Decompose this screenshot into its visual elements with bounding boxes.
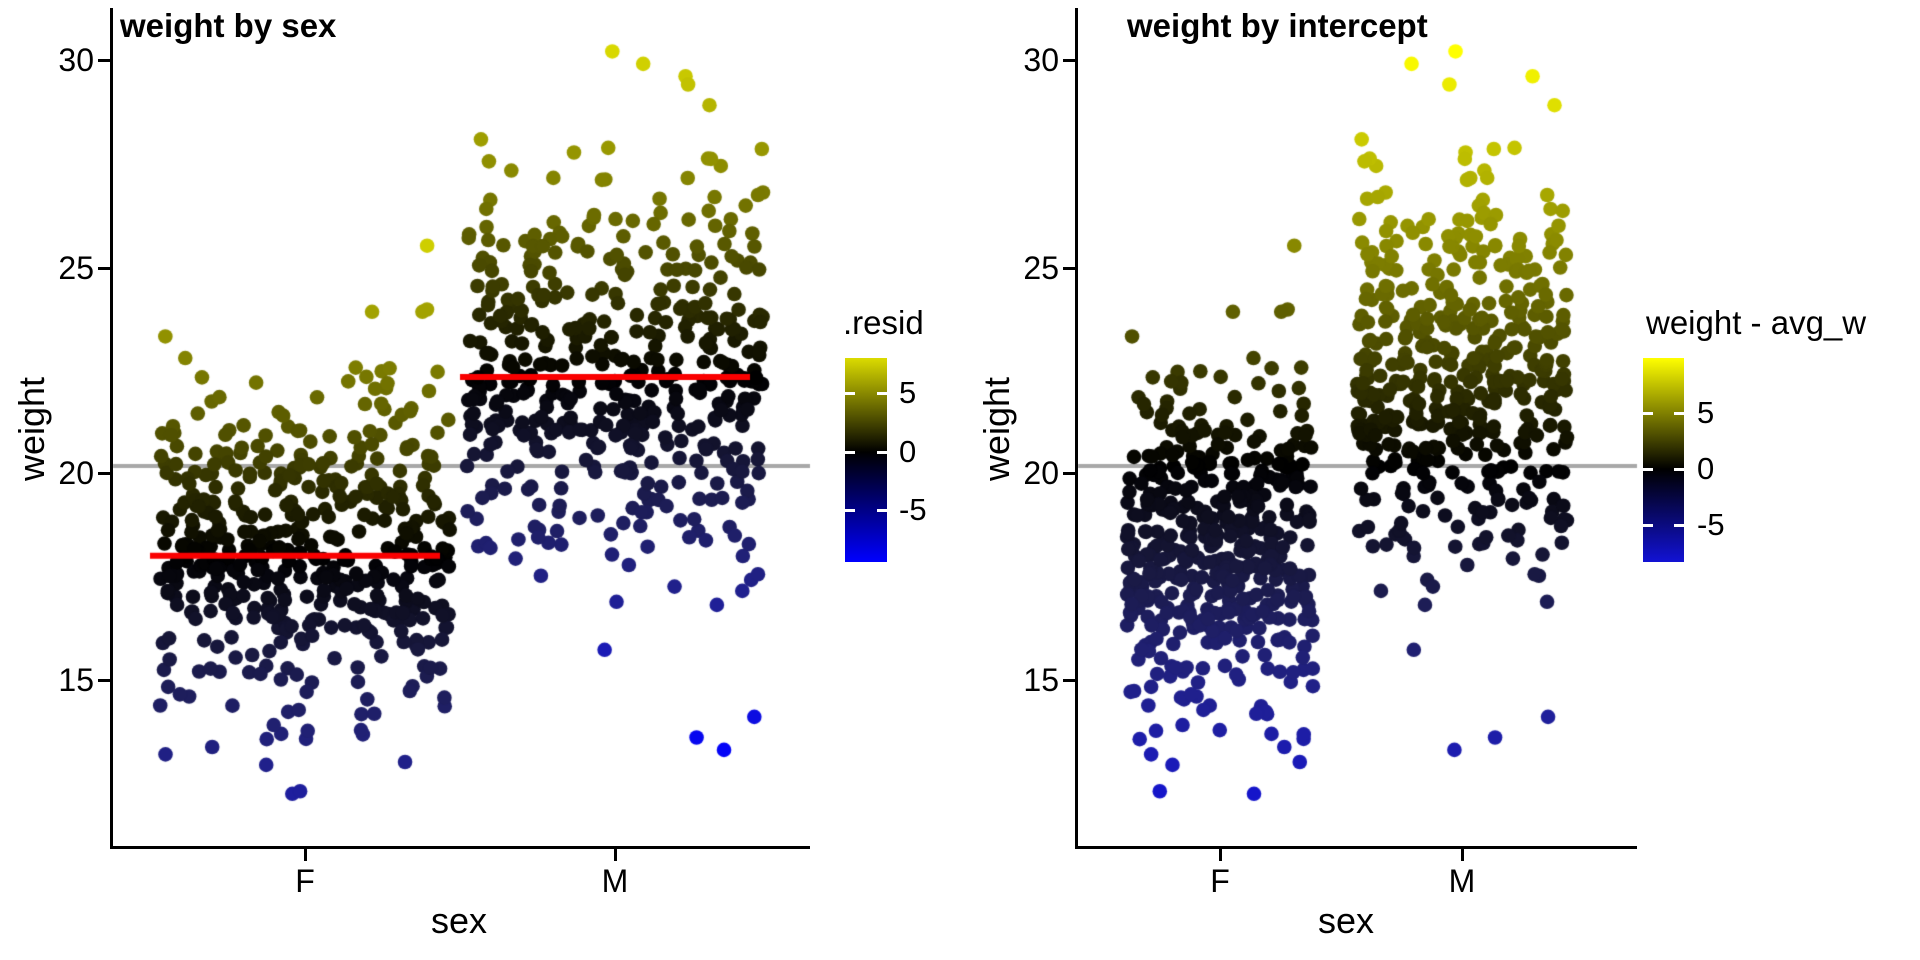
right-legend-tick-label: 0 [1697, 451, 1715, 486]
right-legend-tick-notch [1643, 468, 1653, 471]
right-legend-tick-notch [1643, 524, 1653, 527]
right-y-tickmark-15 [1063, 679, 1075, 682]
right-y-tickmark-30 [1063, 59, 1075, 62]
left-legend-tick-notch [877, 451, 887, 454]
left-legend-tick-notch [845, 509, 855, 512]
right-legend-tick-label: -5 [1697, 507, 1725, 542]
right-legend-title: weight - avg_w [1646, 304, 1867, 341]
left-x-tick-label-F: F [295, 863, 315, 899]
right-x-axis-title: sex [1317, 900, 1375, 941]
left-legend-title: .resid [843, 304, 924, 341]
left-legend-tick-label: -5 [899, 492, 927, 527]
right-y-tick-label: 15 [1023, 662, 1059, 698]
left-x-tickmark-F [304, 849, 307, 861]
right-x-axis-line [1075, 846, 1637, 849]
right-x-tickmark-M [1461, 849, 1464, 861]
right-y-tick-label: 25 [1023, 250, 1059, 286]
left-x-axis-line [110, 846, 810, 849]
right-x-tickmark-F [1219, 849, 1222, 861]
left-y-tickmark-30 [98, 59, 110, 62]
left-legend-tick-notch [877, 392, 887, 395]
left-legend-tick-notch [845, 392, 855, 395]
right-legend-colorbar [1643, 358, 1684, 562]
left-legend-tick-notch [877, 509, 887, 512]
right-legend-tick-notch [1674, 412, 1684, 415]
left-legend-tick-notch [845, 451, 855, 454]
left-x-tick-label-M: M [601, 863, 629, 899]
left-y-tickmark-25 [98, 267, 110, 270]
right-legend-tick-notch [1643, 412, 1653, 415]
left-y-tick-label: 30 [58, 42, 94, 78]
left-legend-tick-label: 5 [899, 375, 917, 410]
left-x-axis-title: sex [430, 900, 488, 941]
right-panel-title: weight by intercept [1127, 7, 1428, 44]
right-x-tick-label-F: F [1210, 863, 1230, 899]
right-y-tickmark-20 [1063, 472, 1075, 475]
right-legend-tick-notch [1674, 524, 1684, 527]
right-x-tick-label-M: M [1448, 863, 1476, 899]
left-y-tickmark-20 [98, 472, 110, 475]
right-legend-tick-label: 5 [1697, 395, 1715, 430]
left-legend-tick-label: 0 [899, 434, 917, 469]
left-legend-colorbar [845, 358, 887, 562]
right-y-axis-line [1075, 8, 1078, 849]
left-y-tick-label: 15 [58, 662, 94, 698]
right-y-tickmark-25 [1063, 267, 1075, 270]
left-panel-title: weight by sex [120, 7, 337, 44]
left-y-tickmark-15 [98, 679, 110, 682]
left-y-tick-label: 20 [58, 455, 94, 491]
right-y-tick-label: 20 [1023, 455, 1059, 491]
right-legend-tick-notch [1674, 468, 1684, 471]
left-y-axis-line [110, 8, 113, 849]
left-x-tickmark-M [614, 849, 617, 861]
right-y-tick-label: 30 [1023, 42, 1059, 78]
left-y-tick-label: 25 [58, 250, 94, 286]
